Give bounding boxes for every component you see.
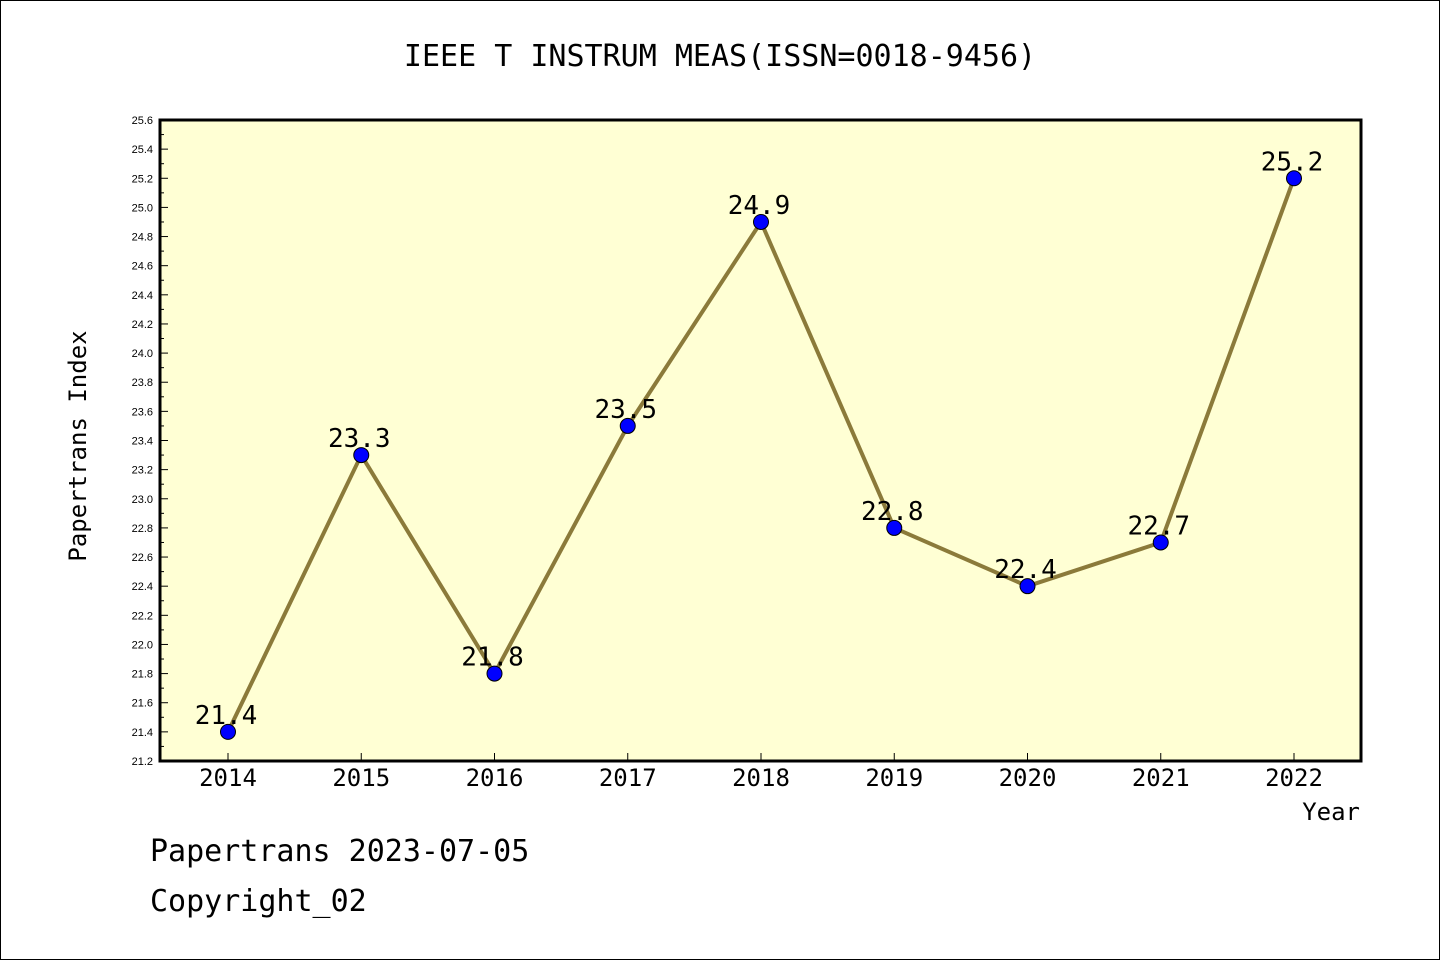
y-axis-label: Papertrans Index — [64, 330, 92, 561]
x-tick-label: 2015 — [332, 764, 390, 792]
y-tick-label: 24.8 — [132, 232, 153, 244]
x-axis: 2014 2015 2016 2017 2018 2019 2020 2021 2022 — [199, 753, 1323, 792]
data-point — [619, 417, 636, 434]
data-point — [753, 213, 769, 230]
y-tick-label: 22.0 — [132, 639, 153, 651]
data-label: 25.2 — [1261, 147, 1324, 177]
y-tick-label: 21.8 — [132, 669, 153, 681]
data-point — [1019, 578, 1036, 595]
x-axis-label: Year — [1302, 798, 1360, 826]
y-tick-label: 25.2 — [132, 173, 153, 185]
y-tick-label: 21.2 — [132, 756, 153, 768]
y-tick-label: 22.8 — [132, 523, 153, 535]
x-tick-label: 2018 — [732, 764, 790, 792]
data-label: 23.3 — [328, 424, 391, 454]
data-point — [486, 665, 503, 682]
y-tick-label: 22.2 — [132, 610, 153, 622]
x-tick-label: 2020 — [999, 764, 1057, 792]
x-tick-label: 2019 — [865, 764, 923, 792]
x-tick-label: 2017 — [599, 764, 657, 792]
chart-title: IEEE T INSTRUM MEAS(ISSN=0018-9456) — [404, 39, 1036, 74]
data-point — [1152, 534, 1169, 551]
data-label: 21.4 — [195, 701, 258, 731]
data-point — [220, 723, 236, 740]
y-tick-label: 22.4 — [132, 581, 153, 593]
y-tick-label: 21.6 — [132, 698, 153, 710]
y-axis: 21.2 21.4 21.6 21.8 22.0 22.2 22.4 22.6 22.8 23.0… — [132, 115, 168, 768]
footer-date: Papertrans 2023-07-05 — [150, 834, 530, 869]
y-tick-label: 21.4 — [132, 727, 153, 739]
data-point — [886, 519, 903, 536]
data-point — [1286, 170, 1302, 187]
x-tick-label: 2014 — [199, 764, 257, 792]
y-tick-label: 25.6 — [132, 115, 153, 127]
y-tick-label: 24.0 — [132, 348, 153, 360]
x-tick-label: 2021 — [1132, 764, 1190, 792]
x-tick-label: 2016 — [466, 764, 524, 792]
data-label: 22.8 — [861, 497, 924, 527]
y-tick-label: 24.6 — [132, 261, 153, 273]
y-tick-label: 23.6 — [132, 406, 153, 418]
y-tick-label: 24.2 — [132, 319, 153, 331]
footer-copyright: Copyright_02 — [150, 884, 367, 919]
y-tick-label: 25.4 — [132, 144, 153, 156]
data-label: 22.4 — [994, 555, 1057, 585]
data-label: 24.9 — [728, 191, 791, 221]
data-labels-group: 21.4 23.3 21.8 23.5 24.9 22.8 22.4 22.7 25.2 — [195, 147, 1324, 731]
y-tick-label: 22.6 — [132, 552, 153, 564]
data-point — [353, 447, 370, 464]
y-tick-label: 23.8 — [132, 377, 153, 389]
data-label: 21.8 — [461, 643, 524, 673]
y-tick-label: 24.4 — [132, 290, 153, 302]
y-tick-label: 23.2 — [132, 465, 153, 477]
y-tick-label: 23.4 — [132, 436, 153, 448]
y-tick-label: 23.0 — [132, 494, 153, 506]
data-label: 23.5 — [594, 395, 657, 425]
y-tick-label: 25.0 — [132, 202, 153, 214]
markers-group — [220, 170, 1302, 740]
data-label: 22.7 — [1127, 511, 1190, 541]
x-tick-label: 2022 — [1265, 764, 1323, 792]
